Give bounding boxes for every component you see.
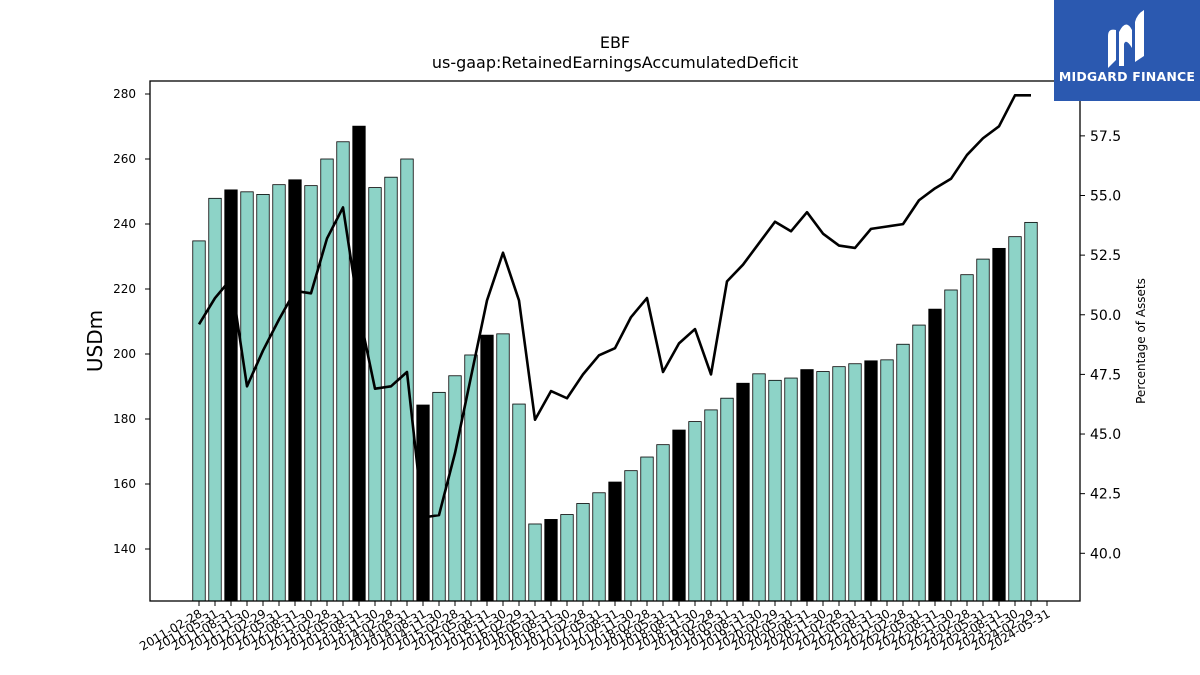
y-tick-label: 220 bbox=[113, 282, 136, 296]
bar-2017-11-30 bbox=[624, 470, 638, 602]
bar-series bbox=[192, 125, 1038, 602]
bar-2020-02-29 bbox=[768, 379, 782, 602]
bar-2014-02-28 bbox=[384, 176, 398, 602]
brand-name: MIDGARD FINANCE bbox=[1058, 69, 1196, 84]
bar-2016-02-29 bbox=[512, 403, 526, 602]
y-axis-label: USDm bbox=[83, 310, 107, 372]
y2-tick-label: 50.0 bbox=[1090, 308, 1121, 324]
y-tick-label: 240 bbox=[113, 217, 136, 231]
bar-2020-08-31 bbox=[800, 369, 814, 602]
y2-tick-label: 52.5 bbox=[1090, 248, 1121, 264]
bar-2019-11-30 bbox=[752, 373, 766, 602]
bar-2019-02-28 bbox=[704, 409, 718, 602]
bar-2017-08-31 bbox=[608, 481, 622, 602]
bar-2023-08-31 bbox=[992, 247, 1006, 602]
bar-2024-02-29 bbox=[1024, 221, 1038, 602]
bar-2019-08-31 bbox=[736, 382, 750, 602]
bar-2012-11-30 bbox=[304, 185, 318, 602]
bar-2021-02-28 bbox=[832, 366, 846, 602]
y2-axis-label: Percentage of Assets bbox=[1134, 278, 1148, 404]
bar-2011-08-31 bbox=[224, 189, 238, 602]
bar-2022-11-30 bbox=[944, 289, 958, 602]
midgard-finance-logo: MIDGARD FINANCE bbox=[1054, 0, 1200, 101]
bar-2023-11-30 bbox=[1008, 236, 1022, 602]
bar-2021-05-31 bbox=[848, 363, 862, 602]
y2-tick-label: 55.0 bbox=[1090, 188, 1121, 204]
bar-2018-11-30 bbox=[688, 421, 702, 602]
chart-subtitle: us-gaap:RetainedEarningsAccumulatedDefic… bbox=[432, 53, 798, 72]
bar-2014-08-31 bbox=[416, 404, 430, 602]
y2-tick-label: 40.0 bbox=[1090, 546, 1121, 562]
bar-2013-02-28 bbox=[320, 158, 334, 602]
y-tick-label: 260 bbox=[113, 152, 136, 166]
bar-2012-08-31 bbox=[288, 179, 302, 602]
y-tick-label: 280 bbox=[113, 87, 136, 101]
y2-tick-label: 47.5 bbox=[1090, 367, 1121, 383]
bar-2022-08-31 bbox=[928, 308, 942, 602]
x-axis: 2011-02-282011-05-312011-08-312011-11-30… bbox=[137, 601, 1053, 653]
y-tick-label: 200 bbox=[113, 347, 136, 361]
bar-2023-05-31 bbox=[976, 258, 990, 602]
y-axis-right: 40.0 42.5 45.0 47.5 50.0 52.5 55.0 57.5 bbox=[1080, 129, 1121, 562]
bar-2022-05-31 bbox=[912, 324, 926, 602]
y2-tick-label: 42.5 bbox=[1090, 487, 1121, 503]
bar-2017-02-28 bbox=[576, 503, 590, 602]
bar-2020-05-31 bbox=[784, 377, 798, 602]
y2-tick-label: 57.5 bbox=[1090, 129, 1121, 145]
y-tick-label: 180 bbox=[113, 412, 136, 426]
bar-2020-11-30 bbox=[816, 371, 830, 602]
bar-2011-11-30 bbox=[240, 191, 254, 602]
bar-2021-11-30 bbox=[880, 359, 894, 602]
bar-2015-02-28 bbox=[448, 375, 462, 602]
bar-2017-05-31 bbox=[592, 492, 606, 602]
bar-2013-11-30 bbox=[368, 187, 382, 602]
bar-2015-08-31 bbox=[480, 334, 494, 602]
bar-2016-08-31 bbox=[544, 519, 558, 602]
bar-2016-05-31 bbox=[528, 523, 542, 602]
y-tick-label: 140 bbox=[113, 542, 136, 556]
bar-2011-05-31 bbox=[208, 197, 222, 602]
y-tick-label: 160 bbox=[113, 477, 136, 491]
bar-2015-11-30 bbox=[496, 333, 510, 602]
bar-2013-08-31 bbox=[352, 125, 366, 602]
bar-2018-02-28 bbox=[640, 456, 654, 602]
midgard-logo-icon bbox=[1108, 10, 1144, 69]
chart-title: EBF bbox=[600, 33, 630, 52]
y-axis-left: 140 160 180 200 220 240 260 280 bbox=[113, 87, 150, 556]
bar-2023-02-28 bbox=[960, 274, 974, 602]
bar-2019-05-31 bbox=[720, 397, 734, 602]
bar-2011-02-28 bbox=[192, 240, 206, 602]
bar-2012-02-29 bbox=[256, 194, 270, 602]
y2-tick-label: 45.0 bbox=[1090, 427, 1121, 443]
bar-2018-08-31 bbox=[672, 429, 686, 602]
percentage-of-assets-line bbox=[197, 94, 1031, 519]
bar-2016-11-30 bbox=[560, 514, 574, 602]
bar-2021-08-31 bbox=[864, 360, 878, 602]
bar-2018-05-31 bbox=[656, 444, 670, 602]
bar-2022-02-28 bbox=[896, 343, 910, 602]
bar-2012-05-31 bbox=[272, 184, 286, 602]
